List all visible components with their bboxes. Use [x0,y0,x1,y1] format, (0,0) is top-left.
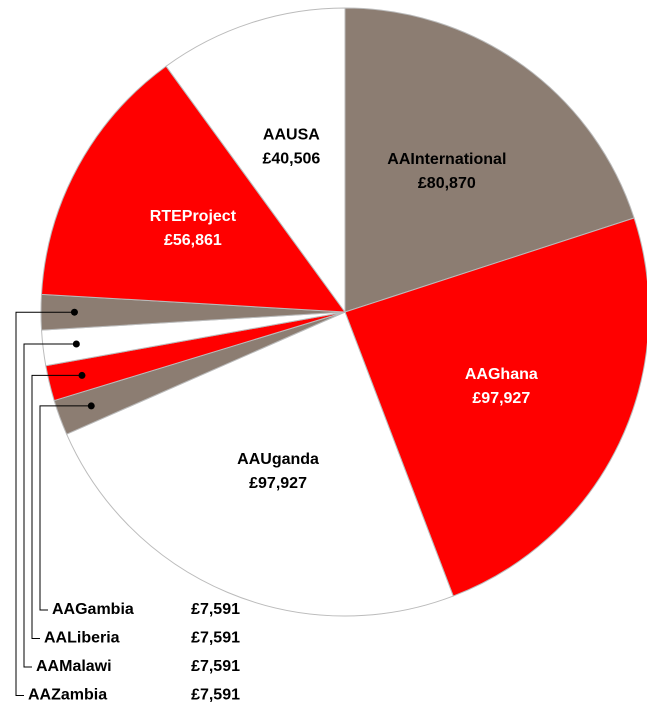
leader-line [39,405,92,611]
slice-label: AAInternational [387,151,506,168]
legend-value: £7,591 [191,658,240,675]
leader-line [15,311,75,696]
legend-value: £7,591 [191,687,240,704]
leader-line [31,374,82,639]
legend-value: £7,591 [191,630,240,647]
slice-value: £80,870 [418,175,476,192]
slice-label: AAUganda [237,451,319,468]
legend-value: £7,591 [191,601,240,618]
slice-value: £97,927 [472,390,530,407]
legend-label: AAMalawi [36,658,112,675]
slice-label: RTEProject [150,208,237,225]
slice-label: AAUSA [263,126,320,143]
leader-line [23,343,77,668]
slice-value: £97,927 [249,475,307,492]
slice-label: AAGhana [465,366,538,383]
pie-slice [165,7,346,314]
pie-slice [65,311,454,617]
slice-value: £40,506 [262,150,320,167]
legend-label: AALiberia [44,630,120,647]
legend-label: AAZambia [28,687,107,704]
pie-slice [344,7,635,313]
slice-value: £56,861 [164,232,222,249]
pie-slice [40,65,347,313]
legend-label: AAGambia [52,601,134,618]
